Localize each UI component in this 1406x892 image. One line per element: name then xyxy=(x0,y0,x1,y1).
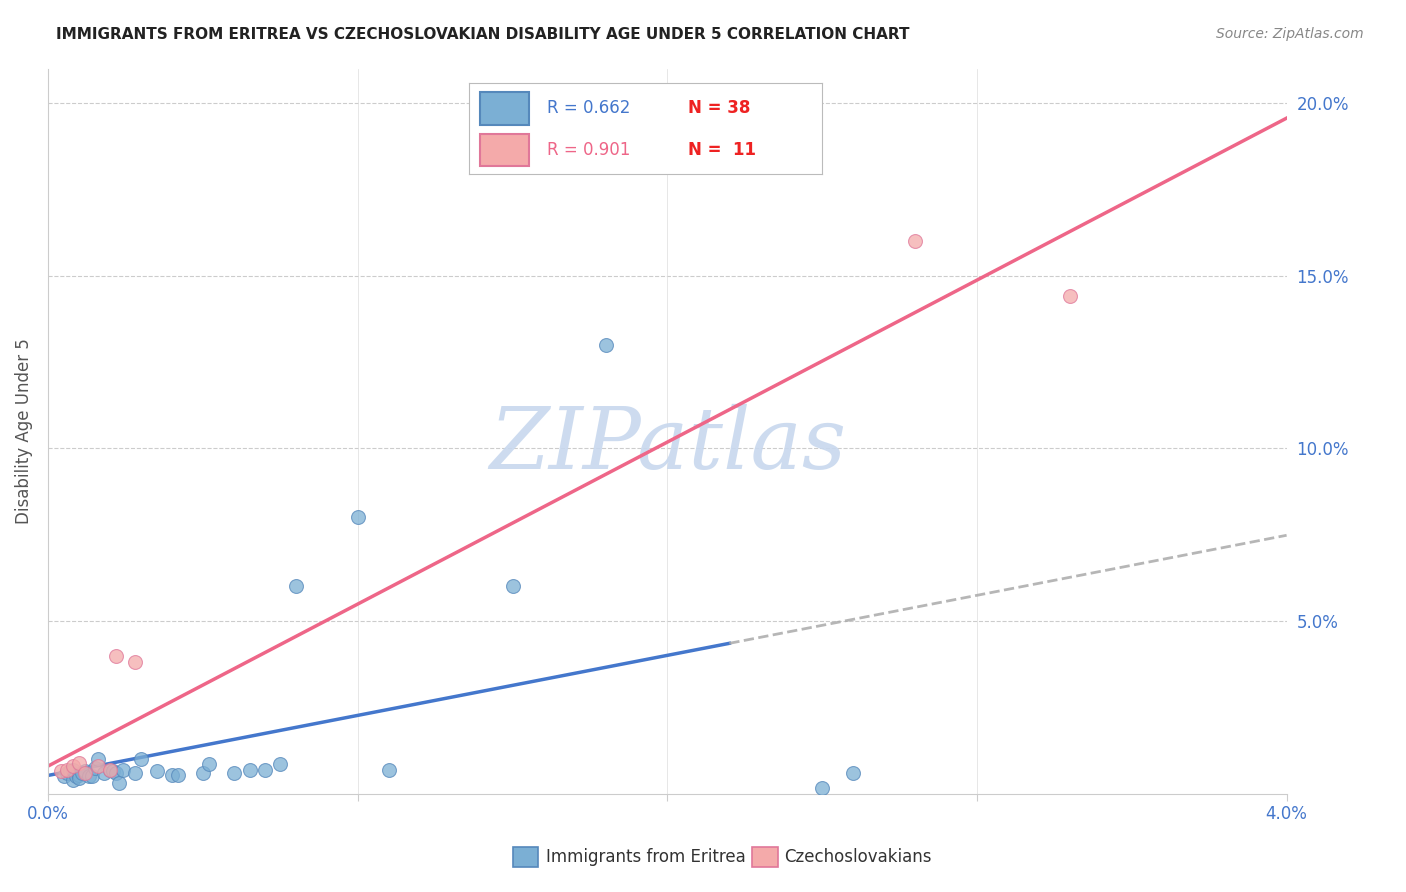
Point xyxy=(108,776,131,790)
Point xyxy=(56,763,79,777)
Point xyxy=(129,752,152,766)
Point xyxy=(65,769,87,783)
Point xyxy=(52,769,75,783)
Text: Source: ZipAtlas.com: Source: ZipAtlas.com xyxy=(1216,27,1364,41)
Point xyxy=(67,767,90,781)
Text: IMMIGRANTS FROM ERITREA VS CZECHOSLOVAKIAN DISABILITY AGE UNDER 5 CORRELATION CH: IMMIGRANTS FROM ERITREA VS CZECHOSLOVAKI… xyxy=(56,27,910,42)
Point xyxy=(904,234,927,248)
Point xyxy=(347,510,370,524)
Point xyxy=(87,759,110,773)
Point xyxy=(191,766,214,780)
Point xyxy=(167,767,190,781)
Text: Czechoslovakians: Czechoslovakians xyxy=(785,848,932,866)
Point xyxy=(72,766,94,780)
Point xyxy=(222,766,245,780)
Point xyxy=(62,772,84,787)
Point xyxy=(56,766,79,780)
Point xyxy=(83,761,105,775)
Point xyxy=(62,763,84,777)
Point xyxy=(98,763,121,777)
Point xyxy=(59,764,82,779)
Point xyxy=(253,763,276,777)
Point xyxy=(75,766,97,780)
Point xyxy=(62,759,84,773)
Point xyxy=(124,766,146,780)
Point xyxy=(111,763,134,777)
Point xyxy=(502,579,524,593)
Y-axis label: Disability Age Under 5: Disability Age Under 5 xyxy=(15,338,32,524)
Point xyxy=(124,656,146,670)
Point xyxy=(160,767,183,781)
Point xyxy=(842,766,865,780)
Point xyxy=(811,781,834,796)
Point xyxy=(98,763,121,777)
Point xyxy=(93,766,115,780)
Point xyxy=(145,764,167,779)
Point xyxy=(269,757,291,772)
Point xyxy=(103,764,125,779)
Point xyxy=(284,579,307,593)
Point xyxy=(77,769,100,783)
Point xyxy=(105,648,128,663)
Point xyxy=(595,338,617,352)
Point xyxy=(1059,289,1081,303)
Point xyxy=(75,764,97,779)
Point xyxy=(238,763,260,777)
Point xyxy=(198,757,221,772)
Point xyxy=(87,752,110,766)
Text: ZIPatlas: ZIPatlas xyxy=(489,404,846,487)
Point xyxy=(67,756,90,770)
Point xyxy=(105,766,128,780)
Point xyxy=(67,771,90,785)
Text: Immigrants from Eritrea: Immigrants from Eritrea xyxy=(546,848,745,866)
Point xyxy=(378,763,401,777)
Point xyxy=(49,764,72,779)
Point xyxy=(80,769,103,783)
